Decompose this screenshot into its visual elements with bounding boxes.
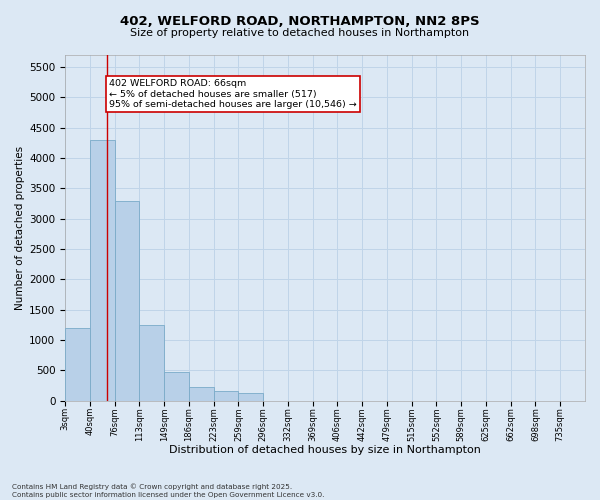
Text: Contains HM Land Registry data © Crown copyright and database right 2025.
Contai: Contains HM Land Registry data © Crown c…	[12, 484, 325, 498]
Bar	[65, 328, 90, 400]
Bar	[189, 387, 214, 400]
Text: 402 WELFORD ROAD: 66sqm
← 5% of detached houses are smaller (517)
95% of semi-de: 402 WELFORD ROAD: 66sqm ← 5% of detached…	[109, 80, 357, 109]
Bar	[214, 392, 238, 400]
Bar	[139, 325, 164, 400]
Text: Size of property relative to detached houses in Northampton: Size of property relative to detached ho…	[130, 28, 470, 38]
Bar	[164, 372, 189, 400]
Y-axis label: Number of detached properties: Number of detached properties	[15, 146, 25, 310]
X-axis label: Distribution of detached houses by size in Northampton: Distribution of detached houses by size …	[169, 445, 481, 455]
Bar	[90, 140, 115, 400]
Bar	[115, 200, 139, 400]
Bar	[238, 393, 263, 400]
Text: 402, WELFORD ROAD, NORTHAMPTON, NN2 8PS: 402, WELFORD ROAD, NORTHAMPTON, NN2 8PS	[120, 15, 480, 28]
